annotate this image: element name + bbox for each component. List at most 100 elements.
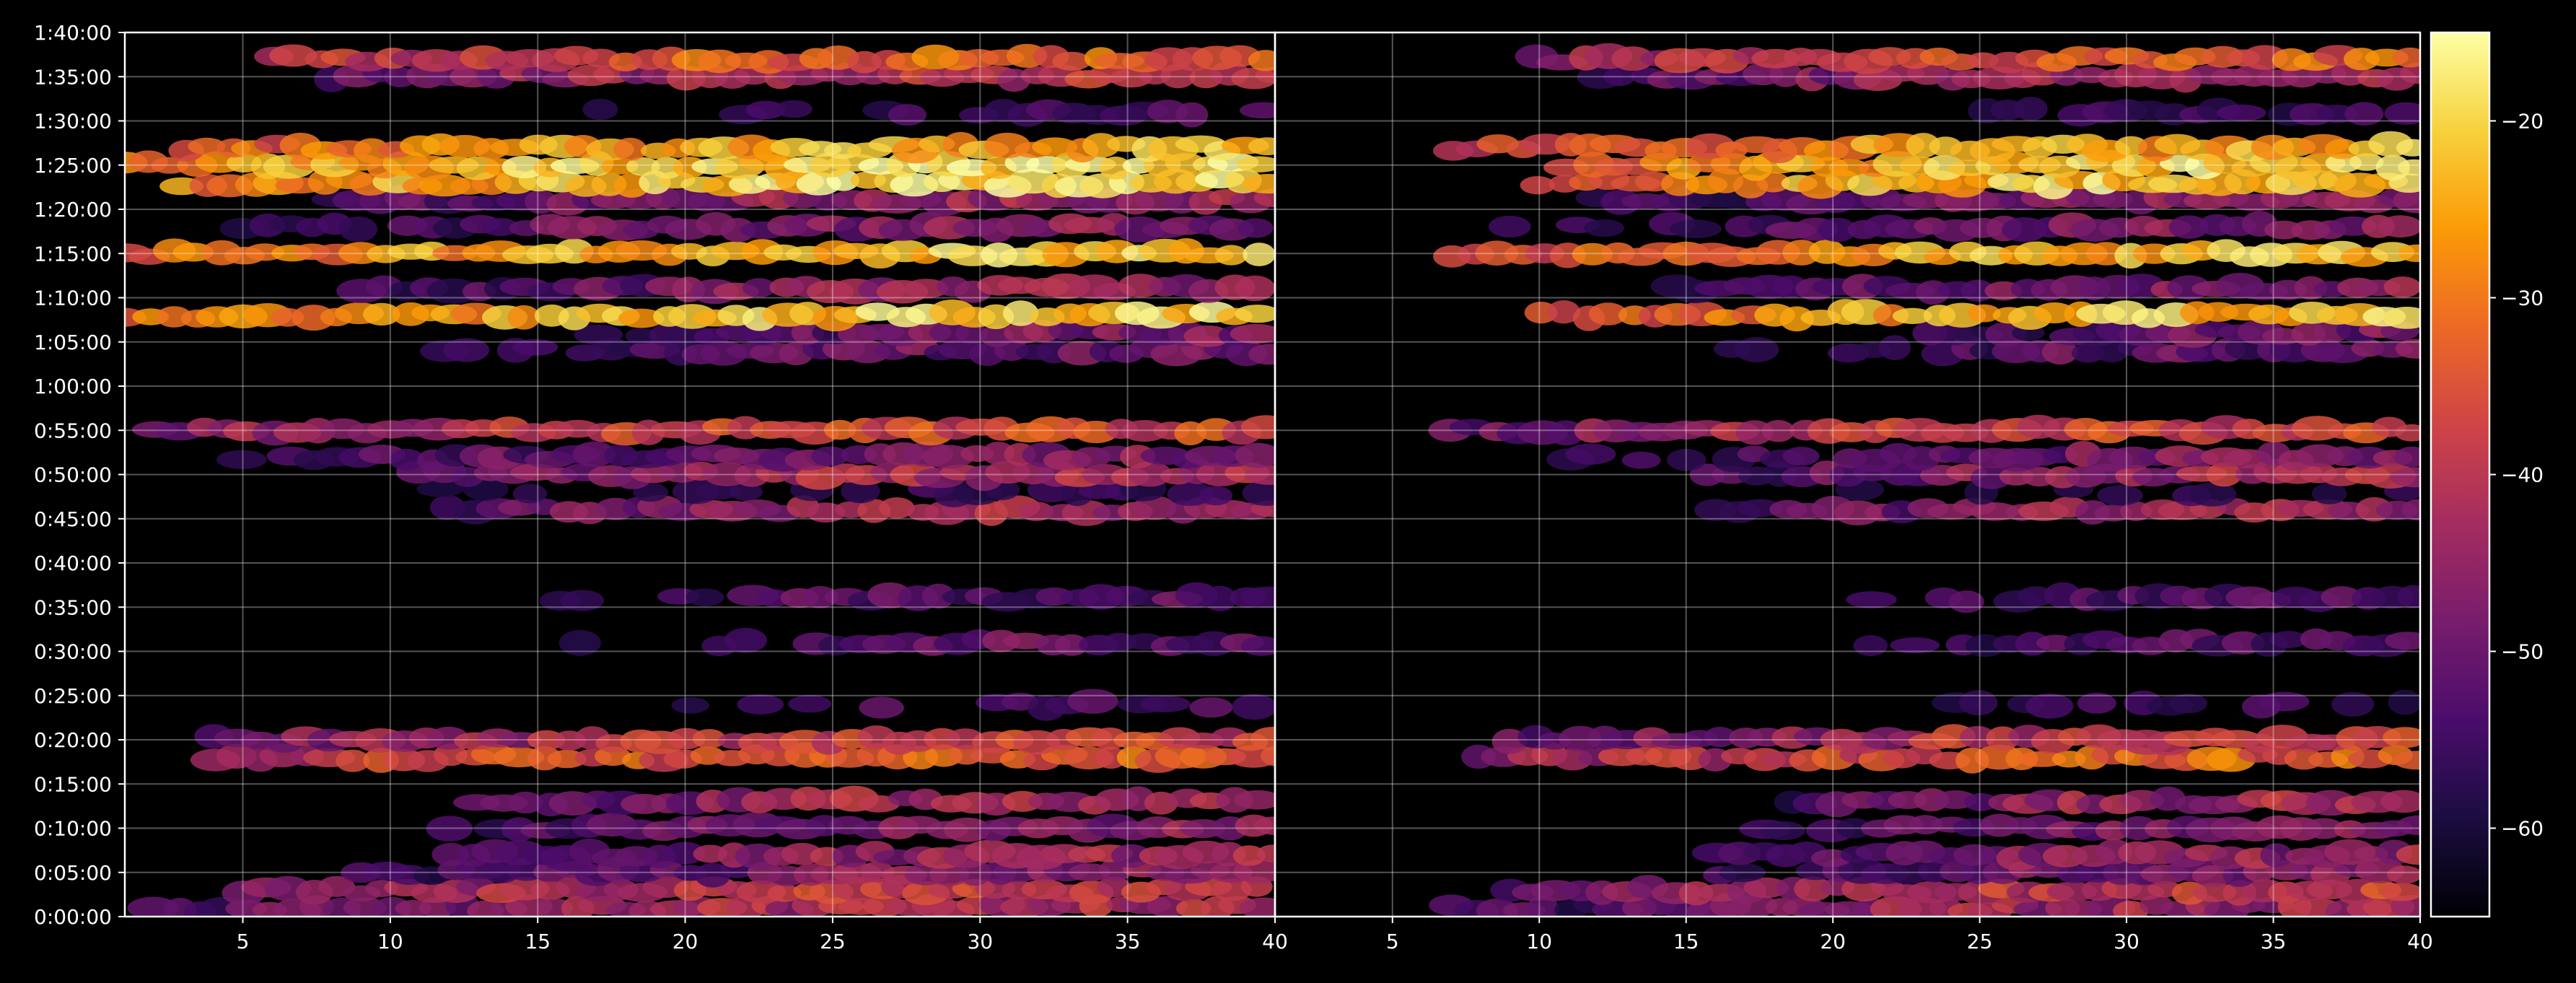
heat-cell-left [560, 590, 604, 611]
heat-cell-right [2014, 97, 2048, 121]
heat-cell-left [904, 279, 948, 299]
heat-cell-left [663, 842, 706, 865]
heat-cell-left [802, 585, 838, 608]
heat-cell-right [1923, 154, 1966, 180]
heat-cell-left [389, 448, 424, 471]
heat-cell-left [508, 791, 543, 814]
heat-cell-right [2396, 844, 2420, 865]
heat-cell-right [2390, 467, 2420, 488]
x-tick-label-left: 25 [820, 930, 846, 953]
heat-cell-right [2393, 751, 2420, 770]
heat-cell-right [2344, 102, 2384, 126]
heat-cell-left [1175, 102, 1209, 128]
heat-cell-right [1961, 279, 1995, 302]
heat-cell-right [1621, 451, 1661, 469]
y-tick-label: 0:20:00 [34, 728, 112, 752]
heat-cell-left [1061, 499, 1111, 526]
colorbar-tick-label: −50 [2501, 640, 2544, 664]
y-tick-label: 0:05:00 [34, 861, 112, 885]
heat-cell-left [512, 338, 558, 356]
heat-cell-right [2392, 47, 2420, 68]
x-tick-label-left: 20 [673, 930, 698, 953]
heat-cell-right [1960, 725, 1996, 748]
heat-cell-right [1611, 46, 1654, 71]
x-tick-label-right: 35 [2261, 930, 2287, 953]
heat-cell-right [2378, 215, 2420, 238]
heat-cell-left [1082, 133, 1121, 158]
y-tick-label: 0:30:00 [34, 640, 112, 664]
heat-cell-left [1099, 157, 1132, 180]
y-tick-label: 0:40:00 [34, 551, 112, 575]
heat-cell-right [1967, 304, 2001, 323]
heat-cell-left [943, 817, 991, 842]
y-tick-label: 0:55:00 [34, 419, 112, 442]
heat-cell-right [1970, 502, 2019, 521]
heat-cell-right [2375, 154, 2410, 181]
heat-cell-right [2396, 815, 2420, 836]
heat-cell-left [730, 483, 763, 501]
heat-cell-right [2383, 307, 2420, 329]
heat-cell-right [2093, 191, 2133, 209]
heat-cell-right [2264, 220, 2303, 240]
heat-cell-right [2325, 139, 2360, 160]
heat-cell-left [1248, 137, 1275, 156]
heat-cell-left [618, 308, 665, 328]
heat-cell-right [2400, 62, 2420, 84]
heat-cell-left [1183, 325, 1232, 347]
heat-cell-right [2349, 153, 2384, 171]
heat-cell-left [1240, 636, 1275, 656]
heat-cell-left [613, 137, 647, 161]
x-tick-label-left: 5 [237, 930, 250, 953]
heat-cell-left [625, 328, 657, 344]
y-tick-label: 1:30:00 [34, 110, 112, 134]
heat-cell-right [1743, 877, 1789, 899]
heatmap-panel-left [125, 43, 1275, 917]
heat-cell-right [2311, 483, 2347, 504]
heat-cell-left [582, 98, 618, 121]
heat-cell-right [1794, 876, 1832, 901]
heat-cell-right [2260, 843, 2293, 868]
heat-cell-left [745, 100, 786, 119]
heat-cell-right [2169, 693, 2208, 714]
heat-cell-left [859, 696, 904, 719]
heat-cell-right [1828, 159, 1870, 177]
heat-cell-left [767, 884, 802, 902]
heat-cell-left [216, 450, 267, 469]
heat-cell-right [1890, 637, 1940, 654]
heat-cell-left [1236, 156, 1275, 172]
heat-cell-left [572, 441, 616, 467]
heat-cell-right [1689, 463, 1725, 486]
heat-cell-left [1052, 51, 1091, 71]
heat-cell-left [929, 863, 969, 886]
heat-cell-right [1719, 862, 1766, 883]
heat-cell-right [1761, 821, 1806, 841]
heat-cell-left [692, 729, 726, 749]
heat-cell-left [1235, 305, 1275, 323]
heat-cell-left [671, 696, 709, 714]
heat-cell-right [1704, 727, 1736, 748]
colorbar-tick-label: −20 [2501, 110, 2544, 134]
heat-cell-right [2398, 244, 2420, 263]
heat-cell-left [1255, 66, 1275, 84]
heat-cell-left [443, 338, 490, 362]
heat-cell-left [1242, 174, 1275, 194]
heat-cell-left [685, 588, 724, 606]
heat-cell-left [1250, 727, 1275, 751]
heat-cell-right [2396, 139, 2420, 157]
heat-cell-left [1233, 790, 1275, 810]
heat-cell-right [1853, 635, 1888, 656]
heat-cell-right [2269, 631, 2308, 648]
heat-cell-right [2303, 818, 2344, 839]
heat-cell-right [1761, 420, 1795, 442]
heat-cell-right [2191, 865, 2234, 887]
heat-cell-right [1892, 307, 1932, 324]
heat-cell-left [1240, 415, 1275, 440]
heat-cell-left [841, 479, 880, 504]
heat-cell-right [2033, 302, 2075, 323]
heat-cell-right [1546, 300, 1581, 324]
y-tick-label: 1:20:00 [34, 198, 112, 222]
heat-cell-right [2386, 865, 2420, 884]
heat-cell-right [1520, 176, 1555, 195]
heat-cell-left [1199, 486, 1233, 506]
